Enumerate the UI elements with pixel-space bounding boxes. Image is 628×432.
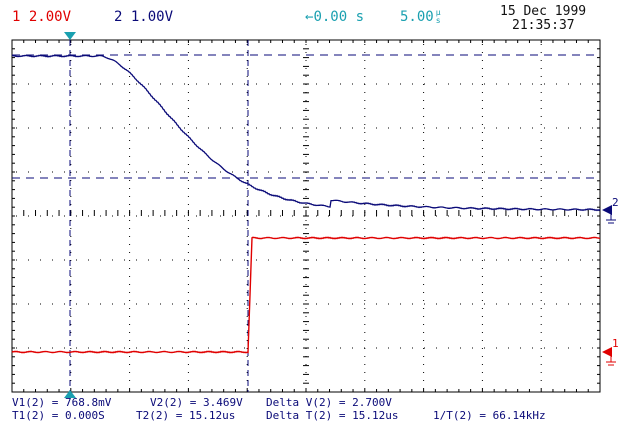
- ch2-number: 2: [114, 9, 123, 25]
- date-readout: 15 Dec 1999: [500, 4, 587, 19]
- ch1-number: 1: [12, 9, 21, 25]
- measurement-delta-v: Delta V(2) = 2.700V: [266, 396, 392, 409]
- measurement-v1: V1(2) = 768.8mV: [12, 396, 112, 409]
- ch1-scale: 2.00V: [28, 9, 72, 25]
- measurement-t1: T1(2) = 0.000S: [12, 409, 105, 422]
- measurement-inv-t: 1/T(2) = 66.14kHz: [433, 409, 546, 422]
- ch1-trace: [11, 236, 601, 354]
- ch1-scale-readout[interactable]: 1 2.00V: [12, 9, 71, 25]
- time-readout: 21:35:37: [512, 18, 575, 33]
- delay-readout[interactable]: ←0.00 s: [305, 9, 364, 25]
- timebase-value: 5.00: [400, 9, 434, 25]
- ch1-ground-arrow-icon: [602, 347, 612, 357]
- timebase-readout[interactable]: 5.00 µ s: [400, 8, 441, 26]
- ch2-ground-arrow-icon: [602, 205, 612, 215]
- ch1-marker-label: 1: [612, 337, 619, 350]
- timebase-unit-bottom: s: [435, 16, 441, 25]
- measurement-t2: T2(2) = 15.12us: [136, 409, 236, 422]
- ch2-marker-label: 2: [612, 196, 619, 209]
- cursor-t1-bottom-marker-icon: [64, 390, 76, 398]
- ch2-ground-marker[interactable]: [602, 205, 616, 224]
- measurement-v2: V2(2) = 3.469V: [150, 396, 243, 409]
- graticule: [11, 39, 601, 393]
- ch1-ground-marker[interactable]: [602, 347, 616, 366]
- delay-value: 0.00 s: [313, 9, 365, 25]
- ch2-scale: 1.00V: [130, 9, 174, 25]
- timebase-unit-top: µ: [435, 8, 441, 17]
- cursor-t1-top-marker-icon: [64, 32, 76, 40]
- ch2-scale-readout[interactable]: 2 1.00V: [114, 9, 173, 25]
- ch2-trace: [11, 54, 601, 212]
- delay-arrow-icon: ←: [305, 9, 314, 25]
- measurement-delta-t: Delta T(2) = 15.12us: [266, 409, 399, 422]
